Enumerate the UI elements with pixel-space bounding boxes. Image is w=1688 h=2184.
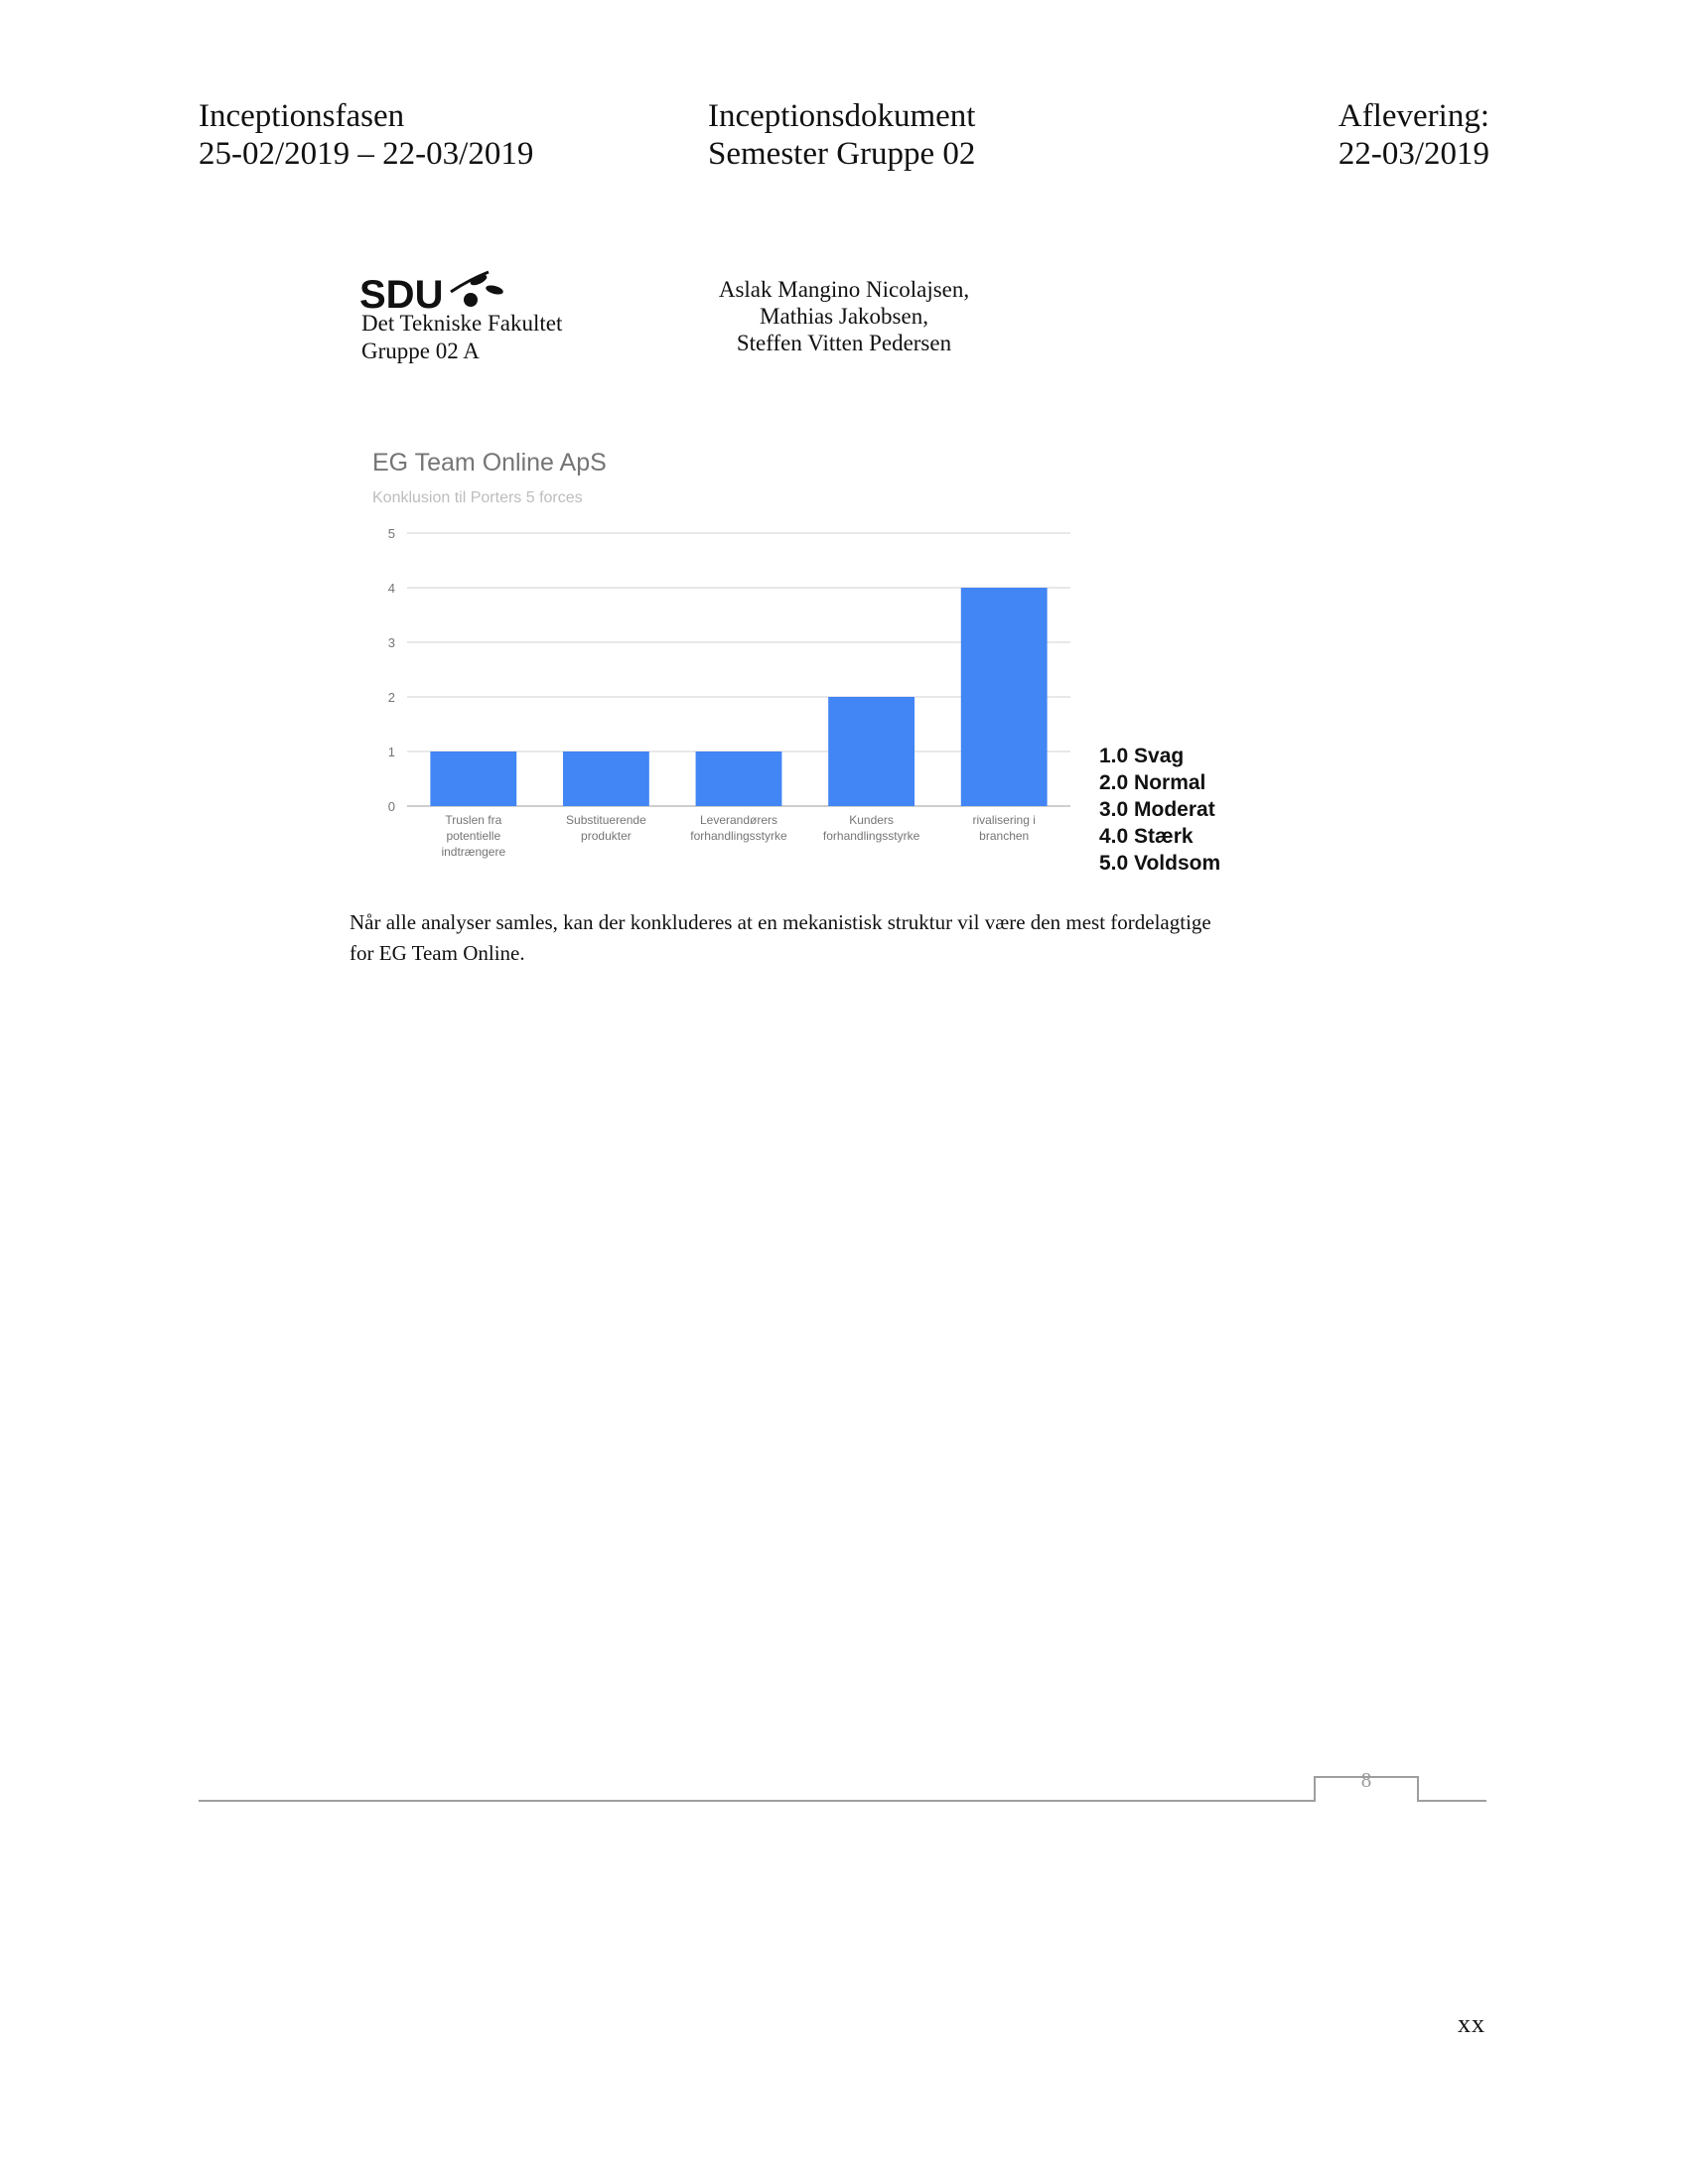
sdu-logo-text: SDU	[359, 273, 443, 316]
corner-mark: xx	[1458, 2009, 1485, 2038]
bar	[430, 751, 517, 806]
x-tick-label: indtrængere	[441, 845, 505, 859]
y-tick-label: 1	[388, 745, 395, 759]
x-tick-label: produkter	[581, 829, 632, 843]
header-group: Semester Gruppe 02	[708, 136, 976, 172]
bar-chart: 0 1 2 3 4 5 Truslen fra potentielle indtrængere S…	[388, 526, 1070, 859]
group-name: Gruppe 02 A	[361, 339, 480, 363]
header-right: Aflevering: 22-03/2019	[1338, 97, 1489, 173]
authors-block: Aslak Mangino Nicolajsen, Mathias Jakobs…	[695, 276, 993, 356]
header-delivery-label: Aflevering:	[1337, 98, 1489, 134]
x-tick-label: forhandlingsstyrke	[823, 829, 920, 843]
author-name: Mathias Jakobsen,	[760, 304, 928, 329]
chart-title: EG Team Online ApS	[372, 449, 607, 477]
y-tick-label: 0	[388, 799, 395, 814]
bar	[562, 751, 649, 806]
x-tick-label: Truslen fra	[445, 813, 501, 827]
x-tick-label: rivalisering i	[973, 813, 1036, 827]
author-name: Steffen Vitten Pedersen	[736, 331, 952, 355]
legend-entry: 3.0 Moderat	[1099, 798, 1215, 821]
conclusion-paragraph: Når alle analyser samles, kan der konklu…	[350, 907, 1342, 969]
bar	[960, 588, 1048, 806]
header-doc-title: Inceptionsdokument	[708, 98, 976, 134]
legend-entry: 4.0 Stærk	[1099, 825, 1194, 848]
y-tick-label: 3	[388, 635, 395, 650]
faculty-name: Det Tekniske Fakultet	[361, 311, 563, 336]
header-center: Inceptionsdokument Semester Gruppe 02	[708, 97, 975, 173]
x-tick-label: branchen	[979, 829, 1029, 843]
y-tick-label: 5	[388, 526, 395, 541]
legend-entry: 2.0 Normal	[1099, 771, 1206, 794]
legend-entry: 5.0 Voldsom	[1099, 852, 1221, 875]
chart-subtitle: Konklusion til Porters 5 forces	[372, 489, 583, 506]
legend-entry: 1.0 Svag	[1099, 745, 1185, 767]
page-number: 8	[1360, 1768, 1372, 1792]
chart-legend: 1.0 Svag 2.0 Normal 3.0 Moderat 4.0 Stær…	[1099, 743, 1220, 877]
sdu-logo: SDU	[359, 270, 503, 316]
paragraph-line: for EG Team Online.	[350, 941, 525, 965]
x-tick-label: Substituerende	[566, 813, 646, 827]
paragraph-line: Når alle analyser samles, kan der konklu…	[350, 910, 1211, 934]
x-tick-label: potentielle	[446, 829, 500, 843]
author-name: Aslak Mangino Nicolajsen,	[718, 277, 970, 302]
bar	[828, 697, 915, 806]
x-tick-label: Kunders	[849, 813, 894, 827]
y-tick-label: 2	[388, 690, 395, 705]
y-tick-label: 4	[388, 581, 395, 596]
x-tick-label: forhandlingsstyrke	[690, 829, 787, 843]
header-delivery-date: 22-03/2019	[1337, 136, 1489, 172]
header-phase: Inceptionsfasen	[199, 98, 405, 134]
x-tick-label: Leverandørers	[700, 813, 777, 827]
bar	[695, 751, 782, 806]
header-left: Inceptionsfasen 25-02/2019 – 22-03/2019	[199, 97, 533, 173]
header-period: 25-02/2019 – 22-03/2019	[199, 136, 534, 172]
